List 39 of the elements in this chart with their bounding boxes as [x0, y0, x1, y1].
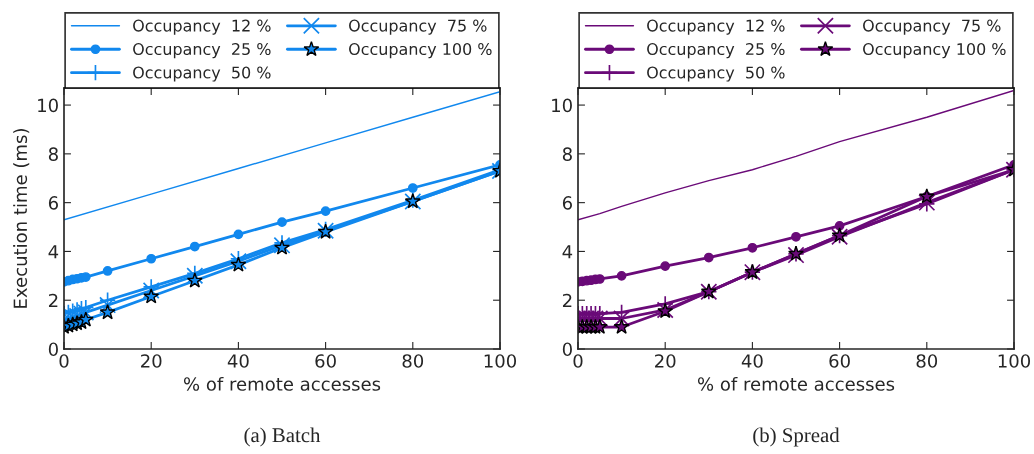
legend-label: Occupancy 12 % — [647, 19, 785, 35]
legend-label: Occupancy 25 % — [133, 42, 271, 59]
y-tick-label: 10 — [552, 98, 572, 113]
y-tick-label: 8 — [562, 147, 572, 161]
y-tick-label: 0 — [562, 342, 572, 357]
y-axis-title: Execution time (ms) — [13, 129, 30, 308]
x-tick-label: 80 — [402, 354, 424, 368]
text: (a) Batch — [244, 427, 321, 447]
x-tick-label: 0 — [573, 354, 583, 368]
legend-label: Occupancy 25 % — [647, 42, 785, 59]
legend-label: Occupancy 12 % — [133, 19, 271, 35]
legend-label: Occupancy 75 % — [863, 19, 1001, 35]
y-tick-label: 10 — [38, 98, 58, 113]
x-axis-title: % of remote accesses — [697, 376, 895, 391]
x-tick-label: 60 — [315, 354, 336, 368]
x-tick-label: 60 — [829, 354, 850, 368]
y-tick-label: 4 — [48, 245, 59, 259]
x-tick-label: 100 — [998, 354, 1031, 368]
y-tick-label: 6 — [562, 196, 572, 210]
y-tick-label: 0 — [48, 342, 58, 357]
x-tick-label: 40 — [227, 354, 249, 368]
y-tick-label: 8 — [48, 147, 58, 161]
x-axis-title: % of remote accesses — [183, 376, 381, 391]
x-tick-label: 80 — [916, 354, 938, 368]
x-tick-label: 0 — [59, 354, 69, 368]
x-tick-label: 20 — [655, 354, 676, 368]
y-tick-label: 2 — [562, 293, 572, 308]
text: (b) Spread — [753, 427, 840, 447]
legend-label: Occupancy 50 % — [647, 66, 785, 82]
x-tick-label: 100 — [484, 354, 517, 368]
legend-label: Occupancy 50 % — [133, 66, 271, 82]
y-tick-label: 2 — [48, 293, 58, 308]
x-tick-label: 40 — [741, 354, 763, 368]
legend-label: Occupancy 75 % — [349, 19, 487, 35]
y-tick-label: 6 — [48, 196, 58, 210]
legend-label: Occupancy 100 % — [349, 42, 492, 59]
y-tick-label: 4 — [562, 245, 573, 259]
legend-label: Occupancy 100 % — [863, 42, 1006, 59]
x-tick-label: 20 — [141, 354, 162, 368]
